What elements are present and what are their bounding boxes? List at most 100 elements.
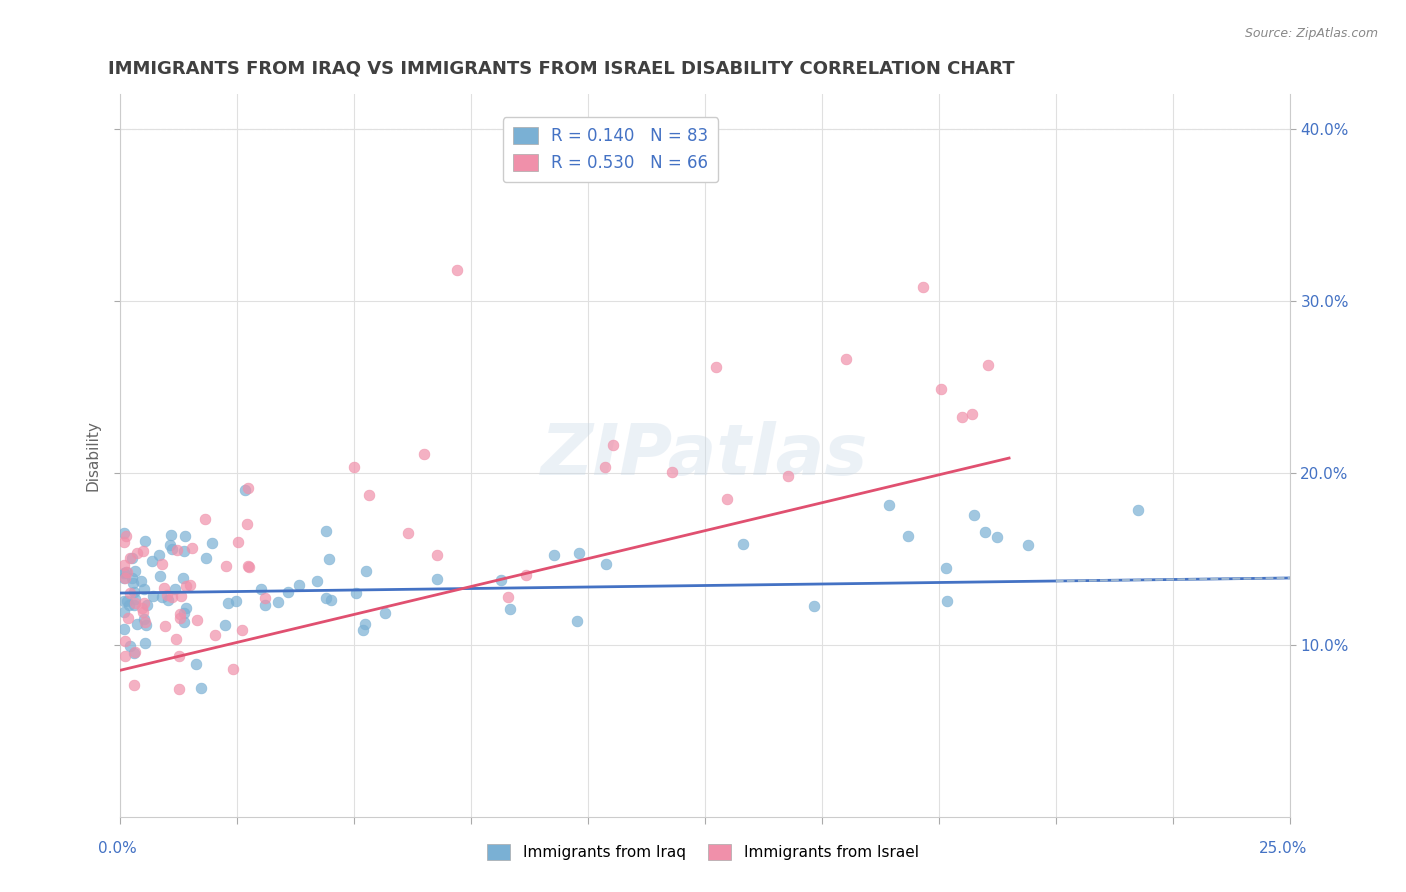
Point: [124, 596, 146, 610]
Legend: Immigrants from Iraq, Immigrants from Israel: Immigrants from Iraq, Immigrants from Is…: [481, 838, 925, 866]
Point: [112, 526, 135, 541]
Point: [150, 557, 173, 571]
Point: [134, 615, 156, 630]
Point: [236, 517, 259, 532]
Point: [318, 552, 340, 566]
Point: [125, 546, 148, 560]
Point: [166, 543, 188, 558]
Point: [1017, 538, 1039, 552]
Point: [231, 623, 253, 637]
Text: Source: ZipAtlas.com: Source: ZipAtlas.com: [1244, 27, 1378, 40]
Point: [567, 614, 589, 628]
Point: [962, 508, 984, 522]
Point: [174, 579, 197, 593]
Point: [236, 482, 259, 496]
Point: [114, 529, 136, 543]
Point: [112, 571, 135, 585]
Point: [491, 573, 513, 587]
Point: [112, 534, 135, 549]
Point: [233, 483, 256, 497]
Point: [396, 525, 419, 540]
Point: [148, 548, 170, 562]
Point: [225, 593, 247, 607]
Point: [352, 623, 374, 637]
Point: [974, 524, 997, 539]
Point: [568, 546, 591, 560]
Point: [593, 459, 616, 474]
Point: [935, 560, 957, 574]
Point: [125, 617, 148, 632]
Point: [661, 465, 683, 479]
Text: 25.0%: 25.0%: [1260, 841, 1308, 856]
Point: [374, 606, 396, 620]
Point: [250, 582, 273, 596]
Point: [160, 590, 183, 604]
Point: [413, 447, 436, 461]
Point: [115, 565, 138, 579]
Point: [897, 529, 920, 543]
Point: [136, 598, 159, 612]
Point: [122, 678, 145, 692]
Point: [912, 279, 935, 293]
Point: [118, 586, 141, 600]
Text: IMMIGRANTS FROM IRAQ VS IMMIGRANTS FROM ISRAEL DISABILITY CORRELATION CHART: IMMIGRANTS FROM IRAQ VS IMMIGRANTS FROM …: [108, 60, 1015, 78]
Point: [120, 639, 142, 653]
Point: [131, 600, 153, 615]
Point: [114, 634, 136, 648]
Point: [122, 598, 145, 612]
Point: [129, 574, 152, 589]
Point: [950, 410, 973, 425]
Point: [165, 582, 187, 596]
Point: [149, 568, 172, 582]
Point: [496, 590, 519, 604]
Point: [986, 531, 1008, 545]
Point: [254, 598, 277, 612]
Point: [174, 601, 197, 615]
Point: [118, 551, 141, 566]
Point: [238, 558, 260, 573]
Point: [214, 617, 236, 632]
Y-axis label: Disability: Disability: [86, 420, 100, 491]
Point: [155, 619, 177, 633]
Point: [167, 648, 190, 663]
Point: [179, 578, 201, 592]
Point: [115, 593, 138, 607]
Point: [962, 407, 984, 421]
Point: [835, 351, 858, 366]
Point: [716, 491, 738, 506]
Point: [343, 459, 366, 474]
Point: [122, 584, 145, 599]
Point: [132, 605, 155, 619]
Point: [160, 528, 183, 542]
Point: [704, 359, 727, 374]
Point: [132, 612, 155, 626]
Point: [134, 534, 156, 549]
Point: [114, 570, 136, 584]
Point: [114, 649, 136, 664]
Point: [141, 554, 163, 568]
Point: [344, 586, 367, 600]
Point: [877, 498, 900, 512]
Point: [931, 382, 953, 396]
Point: [287, 578, 309, 592]
Point: [134, 636, 156, 650]
Point: [190, 681, 212, 695]
Point: [121, 551, 143, 566]
Point: [499, 602, 522, 616]
Point: [186, 613, 208, 627]
Point: [543, 548, 565, 562]
Point: [935, 594, 957, 608]
Point: [194, 512, 217, 526]
Point: [731, 537, 754, 551]
Point: [319, 592, 342, 607]
Point: [122, 575, 145, 590]
Point: [169, 610, 191, 624]
Point: [174, 529, 197, 543]
Point: [201, 536, 224, 550]
Point: [135, 618, 157, 632]
Point: [315, 591, 337, 606]
Point: [121, 571, 143, 585]
Point: [315, 524, 337, 539]
Point: [226, 534, 249, 549]
Point: [112, 622, 135, 636]
